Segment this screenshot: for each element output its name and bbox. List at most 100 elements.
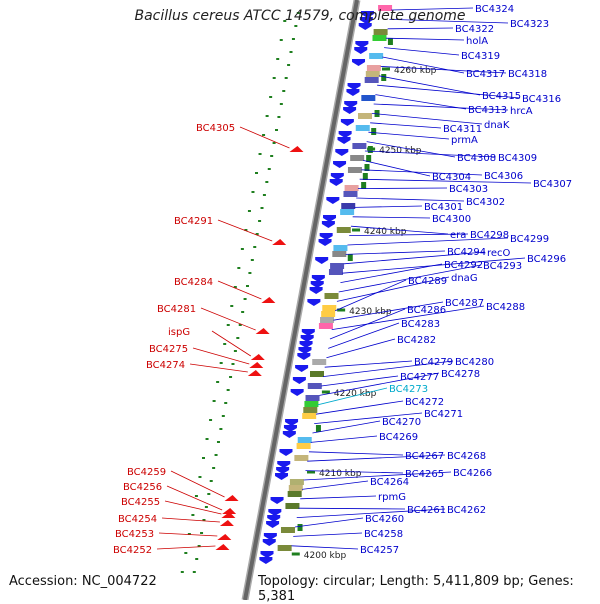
cds-dot — [245, 285, 249, 287]
forward-leader-line — [308, 451, 404, 456]
forward-leader-line — [370, 122, 442, 129]
reverse-gene-arrow — [215, 544, 230, 550]
forward-gene-label: BC4296 — [527, 254, 566, 265]
reverse-gene-label: BC4253 — [115, 529, 154, 540]
forward-gene-arrow — [335, 149, 349, 156]
cds-dot — [216, 441, 220, 443]
cds-dot — [272, 142, 276, 144]
reverse-gene-label: BC4281 — [157, 304, 196, 315]
forward-leader-line — [307, 454, 446, 462]
forward-gene-label: era — [450, 230, 466, 241]
reverse-leader-line — [170, 470, 225, 498]
gene-block — [365, 71, 380, 77]
cds-dot — [192, 571, 196, 573]
forward-leader-line — [331, 305, 485, 330]
cds-dot — [219, 428, 223, 430]
cds-dot — [198, 476, 202, 478]
scale-tick-label: 4210 kbp — [319, 469, 362, 479]
reverse-gene-label: BC4305 — [196, 123, 235, 134]
cds-dot — [289, 51, 293, 53]
outer-marker — [366, 155, 372, 162]
forward-leader-line — [354, 205, 423, 208]
forward-gene-arrow — [297, 353, 311, 360]
outer-marker — [364, 164, 370, 171]
reverse-gene-label: BC4252 — [113, 545, 152, 556]
gene-block — [378, 5, 393, 11]
forward-leader-line — [335, 279, 407, 312]
reverse-gene-arrow — [261, 297, 276, 303]
cds-dot — [247, 210, 251, 212]
cds-dot — [194, 495, 198, 497]
gene-block — [373, 29, 388, 35]
forward-gene-label: BC4303 — [449, 184, 488, 195]
gene-block — [305, 395, 320, 401]
forward-gene-arrow — [343, 107, 357, 114]
forward-gene-arrow — [259, 557, 273, 564]
forward-leader-line — [361, 169, 483, 176]
gene-block — [340, 209, 355, 215]
forward-gene-arrow — [283, 425, 297, 432]
forward-gene-label: BC4324 — [475, 4, 514, 15]
reverse-leader-line — [164, 500, 222, 515]
forward-leader-line — [387, 27, 454, 30]
forward-gene-arrow — [300, 335, 314, 342]
forward-gene-arrow — [298, 347, 312, 354]
gene-block — [277, 545, 292, 551]
forward-leader-line — [356, 197, 465, 202]
backbone-line — [243, 0, 359, 601]
forward-gene-label: BC4258 — [364, 529, 403, 540]
forward-gene-arrow — [352, 59, 366, 66]
cds-dot — [291, 38, 295, 40]
gene-block — [302, 413, 317, 419]
forward-gene-label: BC4302 — [466, 197, 505, 208]
cds-dot — [224, 402, 228, 404]
accession-text: Accession: NC_004722 — [9, 574, 157, 589]
forward-gene-arrow — [344, 101, 358, 108]
reverse-gene-label: BC4291 — [174, 216, 213, 227]
cds-dot — [251, 191, 255, 193]
forward-gene-arrow — [285, 419, 299, 426]
forward-gene-arrow — [301, 329, 315, 336]
reverse-gene-arrow — [250, 354, 265, 360]
forward-leader-line — [319, 372, 440, 396]
forward-leader-line — [303, 471, 452, 481]
forward-leader-line — [293, 532, 363, 537]
forward-gene-arrow — [270, 497, 284, 504]
cds-dot — [223, 343, 227, 345]
forward-gene-arrow — [307, 299, 321, 306]
cds-dots-layer — [180, 12, 300, 573]
forward-gene-arrow — [358, 23, 372, 30]
cds-dot — [284, 77, 288, 79]
cds-dot — [270, 155, 274, 157]
forward-gene-label: BC4316 — [522, 94, 561, 105]
reverse-leader-line — [156, 545, 216, 550]
map-title: Bacillus cereus ATCC 14579, complete gen… — [134, 8, 466, 24]
forward-gene-arrow — [309, 287, 323, 294]
gene-block — [344, 185, 359, 191]
forward-gene-label: BC4317 — [466, 69, 505, 80]
gene-block — [289, 479, 304, 485]
cds-dot — [205, 438, 209, 440]
forward-leader-line — [314, 412, 423, 424]
reverse-gene-arrow — [219, 520, 234, 526]
forward-gene-arrow — [323, 215, 337, 222]
cds-dot — [226, 324, 230, 326]
cds-dot — [184, 552, 188, 554]
forward-gene-label: BC4298 — [470, 230, 509, 241]
forward-gene-arrow — [277, 461, 291, 468]
cds-dot — [269, 96, 273, 98]
forward-gene-label: BC4322 — [455, 24, 494, 35]
gene-block — [347, 167, 362, 173]
cds-dot — [187, 533, 191, 535]
forward-gene-label: BC4262 — [447, 505, 486, 516]
forward-gene-arrow — [267, 515, 281, 522]
forward-leader-line — [305, 470, 404, 474]
outer-marker — [387, 38, 393, 45]
forward-gene-arrow — [329, 179, 343, 186]
cds-dot — [294, 25, 298, 27]
forward-gene-label: BC4272 — [405, 397, 444, 408]
reverse-gene-label: BC4254 — [118, 514, 157, 525]
forward-gene-arrow — [330, 173, 344, 180]
gene-block — [297, 437, 312, 443]
forward-leader-line — [343, 251, 486, 265]
